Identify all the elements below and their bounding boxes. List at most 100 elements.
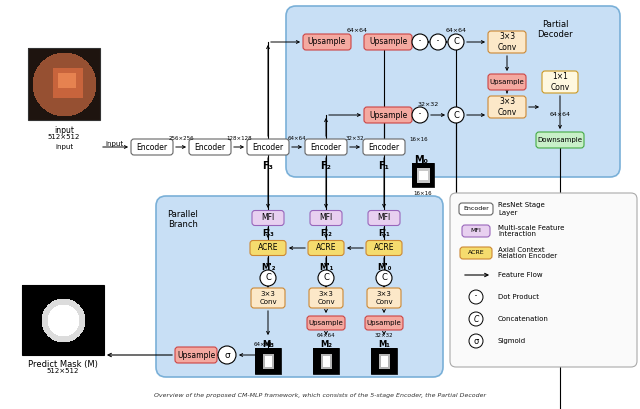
Text: Encoder: Encoder <box>463 207 489 211</box>
Text: Overview of the proposed CM-MLP framework, which consists of the 5-stage Encoder: Overview of the proposed CM-MLP framewor… <box>154 393 486 398</box>
Text: F₁: F₁ <box>379 161 389 171</box>
Circle shape <box>469 334 483 348</box>
Text: M'₂: M'₂ <box>260 263 275 272</box>
Circle shape <box>448 107 464 123</box>
FancyBboxPatch shape <box>286 6 620 177</box>
Text: 512×512: 512×512 <box>48 134 80 140</box>
Text: 32×32: 32×32 <box>346 136 364 141</box>
Text: C: C <box>453 38 459 47</box>
Text: M'₀: M'₀ <box>377 263 391 272</box>
FancyBboxPatch shape <box>175 347 217 363</box>
Bar <box>412 163 434 187</box>
Text: 64×64: 64×64 <box>550 112 570 117</box>
Bar <box>371 348 397 374</box>
Text: 128×128: 128×128 <box>226 136 252 141</box>
Text: Upsample: Upsample <box>308 320 344 326</box>
Text: 32×32: 32×32 <box>374 333 394 338</box>
FancyBboxPatch shape <box>156 196 443 377</box>
Text: σ: σ <box>224 351 230 360</box>
Text: C: C <box>474 315 479 324</box>
Text: ·: · <box>436 36 440 49</box>
FancyBboxPatch shape <box>131 139 173 155</box>
Text: 32×32: 32×32 <box>418 103 439 108</box>
Text: 64×64: 64×64 <box>253 342 272 347</box>
Bar <box>22 285 104 355</box>
FancyBboxPatch shape <box>460 247 492 259</box>
Text: Upsample: Upsample <box>369 110 407 119</box>
FancyBboxPatch shape <box>363 139 405 155</box>
FancyBboxPatch shape <box>252 211 284 225</box>
Text: M₃: M₃ <box>262 340 274 349</box>
Text: Encoder: Encoder <box>252 142 284 151</box>
Text: σ: σ <box>474 337 479 346</box>
Text: ·: · <box>418 36 422 49</box>
Bar <box>313 348 339 374</box>
Text: 3×3
Conv: 3×3 Conv <box>317 292 335 304</box>
Circle shape <box>218 346 236 364</box>
FancyBboxPatch shape <box>536 132 584 148</box>
Text: 16×16: 16×16 <box>409 137 428 142</box>
Text: C: C <box>453 110 459 119</box>
Text: Concatenation: Concatenation <box>498 316 549 322</box>
FancyBboxPatch shape <box>367 288 401 308</box>
Text: 256×256: 256×256 <box>168 136 194 141</box>
Text: ACRE: ACRE <box>468 250 484 256</box>
Text: 64×64: 64×64 <box>445 27 467 32</box>
Text: Predict Mask (M): Predict Mask (M) <box>28 360 98 369</box>
Text: 3×3
Conv: 3×3 Conv <box>375 292 393 304</box>
FancyBboxPatch shape <box>303 34 351 50</box>
FancyBboxPatch shape <box>368 211 400 225</box>
Text: ResNet Stage
Layer: ResNet Stage Layer <box>498 202 545 216</box>
FancyBboxPatch shape <box>364 107 412 123</box>
FancyBboxPatch shape <box>308 240 344 256</box>
Text: 64×64: 64×64 <box>347 27 368 32</box>
Text: Upsample: Upsample <box>490 79 524 85</box>
Text: Sigmoid: Sigmoid <box>498 338 526 344</box>
Text: M₀: M₀ <box>414 155 428 165</box>
Text: Encoder: Encoder <box>310 142 342 151</box>
Text: ·: · <box>474 290 478 303</box>
Text: Upsample: Upsample <box>177 351 215 360</box>
FancyBboxPatch shape <box>488 74 526 90</box>
FancyBboxPatch shape <box>450 193 637 367</box>
Text: C: C <box>381 274 387 283</box>
Text: 64×64: 64×64 <box>317 333 335 338</box>
Text: F'₂: F'₂ <box>320 229 332 238</box>
Circle shape <box>376 270 392 286</box>
Text: F'₃: F'₃ <box>262 229 274 238</box>
Text: Axial Context
Relation Encoder: Axial Context Relation Encoder <box>498 247 557 259</box>
Text: Encoder: Encoder <box>369 142 399 151</box>
Text: input: input <box>54 126 74 135</box>
Circle shape <box>448 34 464 50</box>
FancyBboxPatch shape <box>488 31 526 53</box>
Circle shape <box>430 34 446 50</box>
Circle shape <box>318 270 334 286</box>
Text: MFI: MFI <box>378 213 390 222</box>
Text: 1×1
Conv: 1×1 Conv <box>550 72 570 92</box>
FancyBboxPatch shape <box>459 203 493 215</box>
Text: Feature Flow: Feature Flow <box>498 272 543 278</box>
Text: F₂: F₂ <box>321 161 332 171</box>
Text: MFI: MFI <box>470 229 481 234</box>
Text: F₃: F₃ <box>262 161 273 171</box>
Text: ·: · <box>418 108 422 121</box>
Text: F'₁: F'₁ <box>378 229 390 238</box>
Text: Encoder: Encoder <box>136 142 168 151</box>
Text: input: input <box>55 144 73 150</box>
Text: M₂: M₂ <box>320 340 332 349</box>
FancyBboxPatch shape <box>488 96 526 118</box>
FancyBboxPatch shape <box>366 240 402 256</box>
Text: 3×3
Conv: 3×3 Conv <box>259 292 277 304</box>
Circle shape <box>412 107 428 123</box>
Text: M₁: M₁ <box>378 340 390 349</box>
Text: Multi-scale Feature
Interaction: Multi-scale Feature Interaction <box>498 225 564 238</box>
FancyBboxPatch shape <box>364 34 412 50</box>
Text: C: C <box>265 274 271 283</box>
Text: 3×3
Conv: 3×3 Conv <box>497 32 516 52</box>
FancyBboxPatch shape <box>307 316 345 330</box>
Text: 512×512: 512×512 <box>47 368 79 374</box>
Text: Parallel
Branch: Parallel Branch <box>168 210 198 229</box>
Text: MFI: MFI <box>319 213 333 222</box>
Bar <box>255 348 281 374</box>
Text: 64×64: 64×64 <box>288 136 307 141</box>
